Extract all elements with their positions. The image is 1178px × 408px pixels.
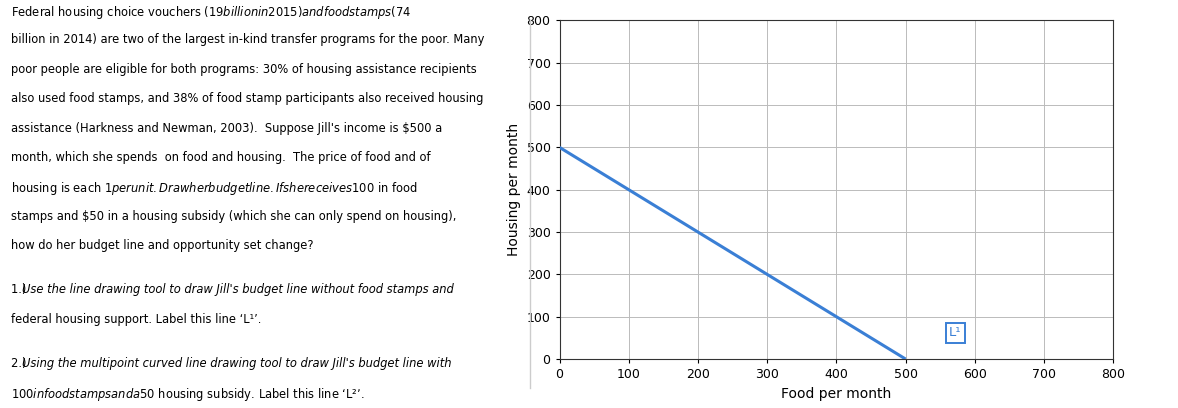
Text: Using the multipoint curved line drawing tool to draw Jill's budget line with: Using the multipoint curved line drawing… (22, 357, 451, 370)
Text: poor people are eligible for both programs: 30% of housing assistance recipients: poor people are eligible for both progra… (11, 63, 476, 76)
Text: housing is each $1 per unit.  Draw her budget line.  If she receives $100 in foo: housing is each $1 per unit. Draw her bu… (11, 180, 417, 197)
Text: Use the line drawing tool to draw Jill's budget line without food stamps and: Use the line drawing tool to draw Jill's… (22, 283, 454, 296)
Text: federal housing support. Label this line ‘L¹’.: federal housing support. Label this line… (11, 313, 262, 326)
Text: Federal housing choice vouchers ($19 billion in 2015) and food stamps ($74: Federal housing choice vouchers ($19 bil… (11, 4, 411, 21)
Text: stamps and $50 in a housing subsidy (which she can only spend on housing),: stamps and $50 in a housing subsidy (whi… (11, 210, 456, 223)
Text: billion in 2014) are two of the largest in-kind transfer programs for the poor. : billion in 2014) are two of the largest … (11, 33, 484, 47)
Text: 2.): 2.) (11, 357, 29, 370)
X-axis label: Food per month: Food per month (781, 387, 892, 401)
Text: month, which she spends  on food and housing.  The price of food and of: month, which she spends on food and hous… (11, 151, 430, 164)
Text: L¹: L¹ (949, 326, 961, 339)
Text: $100 in food stamps and a $50 housing subsidy. Label this line ‘L²’.: $100 in food stamps and a $50 housing su… (11, 386, 364, 403)
Text: assistance (Harkness and Newman, 2003).  Suppose Jill's income is $500 a: assistance (Harkness and Newman, 2003). … (11, 122, 442, 135)
Y-axis label: Housing per month: Housing per month (507, 123, 521, 256)
Text: how do her budget line and opportunity set change?: how do her budget line and opportunity s… (11, 239, 313, 252)
Text: also used food stamps, and 38% of food stamp participants also received housing: also used food stamps, and 38% of food s… (11, 92, 483, 105)
Text: 1.): 1.) (11, 283, 29, 296)
